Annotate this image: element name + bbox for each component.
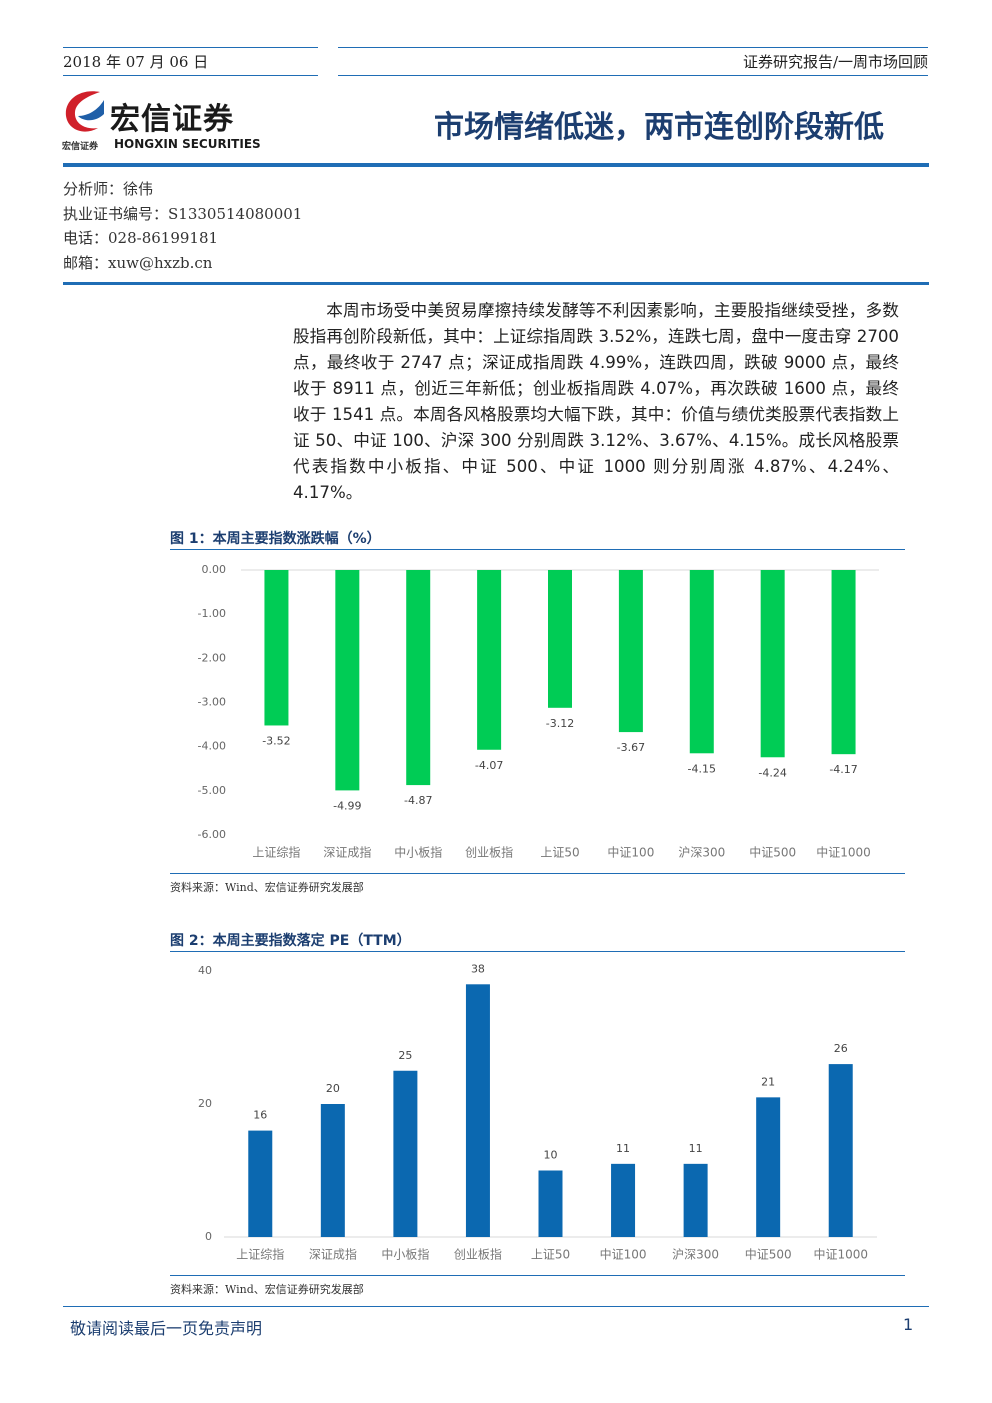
data-label: 11 bbox=[689, 1142, 703, 1155]
x-tick-label: 深证成指 bbox=[309, 1247, 357, 1262]
x-tick-label: 中证500 bbox=[745, 1247, 792, 1262]
chart-title: 图 2：本周主要指数落定 PE（TTM） bbox=[170, 933, 411, 949]
x-tick-label: 上证综指 bbox=[252, 845, 300, 860]
y-tick-label: -2.00 bbox=[198, 651, 226, 664]
y-tick-label: -5.00 bbox=[198, 784, 226, 797]
bar bbox=[828, 1064, 853, 1237]
data-label: 25 bbox=[398, 1049, 412, 1062]
rule bbox=[63, 75, 318, 76]
data-label: 10 bbox=[544, 1149, 558, 1162]
logo-cn: 宏信证券 bbox=[110, 102, 234, 137]
bar bbox=[248, 1130, 273, 1237]
bar bbox=[548, 570, 572, 708]
bar bbox=[406, 570, 431, 786]
body-text: 本周市场受中美贸易摩擦持续发酵等不利因素影响，主要股指继续受挫，多数股指再创阶段… bbox=[293, 301, 899, 502]
rule bbox=[63, 1306, 929, 1307]
bar bbox=[760, 570, 785, 758]
logo-en: HONGXIN SECURITIES bbox=[114, 137, 261, 151]
data-label: 11 bbox=[616, 1142, 630, 1155]
x-tick-label: 上证综指 bbox=[236, 1247, 284, 1262]
rule bbox=[170, 951, 905, 952]
rule bbox=[63, 47, 318, 48]
y-tick-label: 40 bbox=[198, 964, 212, 977]
analyst-line: 邮箱：xuw@hxzb.cn bbox=[63, 253, 213, 272]
x-tick-label: 创业板指 bbox=[454, 1247, 502, 1262]
data-label: 20 bbox=[326, 1082, 340, 1095]
x-tick-label: 深证成指 bbox=[323, 845, 371, 860]
data-label: -4.99 bbox=[333, 799, 361, 812]
bar bbox=[683, 1163, 708, 1237]
bar bbox=[538, 1170, 563, 1237]
x-tick-label: 中证100 bbox=[607, 845, 654, 860]
x-tick-label: 中小板指 bbox=[381, 1247, 429, 1262]
bar bbox=[465, 984, 490, 1237]
rule bbox=[63, 163, 929, 167]
report-title: 市场情绪低迷，两市连创阶段新低 bbox=[434, 110, 884, 145]
rule bbox=[170, 549, 905, 550]
chart-source: 资料来源：Wind、宏信证券研究发展部 bbox=[170, 881, 364, 894]
bar bbox=[335, 570, 360, 791]
data-label: -4.07 bbox=[475, 759, 503, 772]
data-label: -4.15 bbox=[688, 762, 716, 775]
rule bbox=[338, 75, 928, 76]
chart-title: 图 1：本周主要指数涨跌幅（%） bbox=[170, 531, 381, 547]
x-tick-label: 沪深300 bbox=[678, 846, 725, 860]
bar bbox=[393, 1070, 418, 1237]
x-tick-label: 沪深300 bbox=[672, 1248, 719, 1262]
data-label: -3.67 bbox=[617, 741, 645, 754]
date: 2018 年 07 月 06 日 bbox=[63, 53, 209, 71]
y-tick-label: 0 bbox=[205, 1230, 212, 1243]
disclaimer: 敬请阅读最后一页免责声明 bbox=[70, 1319, 263, 1338]
bar bbox=[618, 570, 643, 733]
data-label: 26 bbox=[834, 1042, 848, 1055]
data-label: 21 bbox=[761, 1075, 775, 1088]
y-tick-label: -3.00 bbox=[198, 696, 226, 709]
analyst-line: 分析师：徐伟 bbox=[63, 180, 154, 198]
logo-small: 宏信证券 bbox=[62, 142, 99, 152]
data-label: -4.24 bbox=[758, 766, 786, 779]
analyst-line: 执业证书编号：S1330514080001 bbox=[63, 204, 303, 223]
data-label: 16 bbox=[253, 1109, 267, 1122]
page-number: 1 bbox=[903, 1315, 914, 1334]
x-tick-label: 创业板指 bbox=[465, 845, 513, 860]
bar bbox=[756, 1097, 781, 1237]
y-tick-label: 0.00 bbox=[202, 563, 227, 576]
logo-mark bbox=[65, 91, 104, 132]
analyst-line: 电话：028-86199181 bbox=[63, 229, 219, 247]
data-label: -3.12 bbox=[546, 717, 574, 730]
rule bbox=[338, 47, 928, 48]
rule bbox=[63, 282, 929, 285]
x-tick-label: 中小板指 bbox=[394, 845, 442, 860]
rule bbox=[170, 873, 905, 874]
rule bbox=[170, 1275, 905, 1276]
report-type: 证券研究报告/一周市场回顾 bbox=[742, 53, 928, 71]
bar bbox=[320, 1104, 345, 1237]
x-tick-label: 上证50 bbox=[540, 846, 579, 860]
x-tick-label: 中证1000 bbox=[813, 1247, 868, 1262]
bar bbox=[264, 570, 289, 726]
data-label: 38 bbox=[471, 962, 485, 975]
x-tick-label: 中证100 bbox=[600, 1247, 647, 1262]
chart-source: 资料来源：Wind、宏信证券研究发展部 bbox=[170, 1283, 364, 1296]
bar bbox=[477, 570, 502, 750]
data-label: -3.52 bbox=[262, 734, 290, 747]
bar bbox=[611, 1163, 636, 1237]
bar bbox=[831, 570, 856, 755]
x-tick-label: 中证500 bbox=[749, 845, 796, 860]
analyst-info: 分析师：徐伟 执业证书编号：S1330514080001 电话：028-8619… bbox=[63, 177, 302, 275]
bar bbox=[689, 570, 714, 754]
y-tick-label: 20 bbox=[198, 1097, 212, 1110]
x-tick-label: 中证1000 bbox=[816, 845, 871, 860]
y-tick-label: -6.00 bbox=[198, 828, 226, 841]
data-label: -4.87 bbox=[404, 794, 432, 807]
data-label: -4.17 bbox=[829, 763, 857, 776]
y-tick-label: -4.00 bbox=[198, 740, 226, 753]
x-tick-label: 上证50 bbox=[531, 1248, 570, 1262]
y-tick-label: -1.00 bbox=[198, 607, 226, 620]
